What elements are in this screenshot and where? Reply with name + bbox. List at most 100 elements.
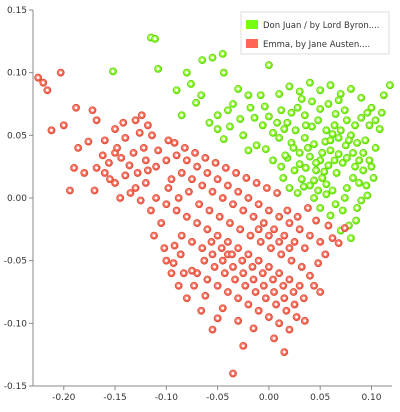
data-point-center — [271, 278, 275, 281]
data-point-center — [194, 101, 198, 105]
data-point-center — [288, 246, 291, 250]
data-point-center — [36, 76, 40, 80]
data-point-center — [210, 240, 213, 244]
data-point-center — [271, 159, 275, 162]
data-point-center — [249, 234, 252, 238]
data-point-center — [205, 227, 209, 231]
data-point-center — [323, 253, 327, 256]
data-point-center — [303, 246, 307, 250]
data-point-center — [275, 121, 279, 125]
data-point-center — [138, 131, 142, 135]
data-point-center — [334, 112, 337, 116]
data-point-center — [351, 151, 355, 155]
data-point-center — [308, 234, 312, 238]
data-point-center — [365, 194, 369, 197]
data-point-center — [310, 125, 314, 128]
data-point-center — [267, 234, 271, 238]
data-point-center — [361, 169, 365, 172]
data-point-center — [208, 121, 211, 125]
data-point-center — [374, 118, 377, 122]
data-point-center — [164, 259, 168, 263]
data-point-center — [353, 123, 357, 127]
data-point-center — [293, 240, 296, 244]
data-point-center — [303, 113, 307, 117]
data-point-center — [257, 309, 261, 313]
data-point-center — [166, 138, 170, 142]
data-point-center — [341, 209, 345, 212]
data-point-center — [226, 240, 230, 244]
data-point-center — [345, 118, 349, 122]
data-point-center — [177, 196, 181, 200]
data-point-center — [221, 52, 225, 56]
data-point-center — [113, 181, 117, 185]
data-point-center — [221, 259, 225, 263]
data-point-center — [259, 93, 263, 97]
data-point-center — [123, 174, 127, 177]
data-point-center — [252, 215, 255, 219]
data-point-center — [208, 209, 211, 212]
data-point-center — [351, 176, 355, 180]
data-point-center — [312, 284, 316, 288]
data-point-center — [142, 146, 146, 150]
data-point-center — [288, 85, 291, 88]
data-point-center — [156, 148, 160, 152]
legend-swatch — [246, 20, 258, 29]
data-point-center — [354, 219, 358, 222]
data-point-center — [277, 271, 281, 275]
y-tick-label: 0.10 — [7, 69, 27, 79]
data-point-center — [182, 271, 186, 275]
data-point-center — [190, 240, 194, 244]
data-point-center — [93, 189, 96, 192]
x-tick-label: -0.05 — [206, 393, 229, 403]
data-point-center — [41, 81, 45, 85]
data-point-center — [247, 148, 250, 152]
data-point-center — [282, 350, 286, 354]
data-point-center — [197, 202, 201, 206]
data-point-center — [288, 328, 291, 331]
data-point-center — [333, 159, 336, 162]
y-tick-label: -0.10 — [4, 319, 28, 329]
data-point-center — [228, 221, 232, 225]
data-point-center — [345, 156, 349, 160]
data-point-center — [261, 123, 265, 127]
data-point-center — [154, 165, 158, 169]
data-point-center — [183, 146, 187, 150]
data-point-center — [295, 315, 299, 319]
data-point-center — [275, 191, 279, 195]
data-point-center — [200, 58, 204, 62]
data-point-center — [318, 240, 322, 244]
data-point-center — [211, 328, 214, 331]
data-point-center — [282, 127, 286, 131]
data-point-center — [359, 199, 363, 202]
data-point-center — [255, 143, 259, 147]
data-point-center — [343, 108, 347, 112]
data-point-center — [72, 166, 76, 170]
data-point-center — [355, 141, 359, 145]
data-point-center — [372, 176, 375, 180]
data-point-center — [244, 176, 248, 180]
x-tick-label: -0.10 — [155, 393, 179, 403]
data-point-center — [357, 181, 361, 185]
plot-points — [34, 33, 394, 378]
data-point-center — [252, 278, 255, 281]
data-point-center — [300, 265, 304, 269]
data-point-center — [300, 177, 304, 181]
data-point-center — [331, 236, 334, 240]
data-point-center — [170, 271, 173, 275]
data-point-center — [282, 234, 286, 238]
y-tick-label: -0.05 — [4, 257, 27, 267]
data-point-center — [277, 321, 281, 325]
data-point-center — [95, 118, 98, 122]
data-point-center — [226, 184, 230, 187]
data-point-center — [50, 128, 53, 132]
data-point-center — [318, 206, 322, 210]
data-point-center — [251, 265, 254, 269]
data-point-center — [177, 284, 181, 288]
data-point-center — [164, 159, 168, 162]
data-point-center — [308, 184, 312, 187]
data-point-center — [82, 171, 86, 175]
data-point-center — [320, 151, 324, 155]
data-point-center — [337, 241, 341, 245]
data-point-center — [203, 156, 207, 160]
data-point-center — [344, 143, 348, 147]
